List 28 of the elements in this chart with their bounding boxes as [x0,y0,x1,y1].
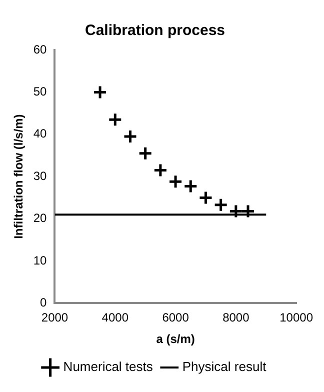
chart-title: Calibration process [84,22,226,40]
x-tick-label: 4000 [102,310,129,325]
x-tick-label: 6000 [162,310,190,325]
x-axis-title: a (s/m) [156,332,195,346]
point [153,163,168,178]
point [122,129,138,144]
point [108,112,122,127]
point [214,198,228,212]
y-tick-label: 60 [33,42,48,56]
point [138,146,153,161]
point [198,190,213,205]
x-tick-label: 8000 [222,310,250,325]
y-tick-label: 30 [33,168,48,183]
y-tick-label: 40 [33,126,48,141]
x-tick-label: 10000 [280,310,314,325]
y-tick-label: 10 [33,253,48,268]
point [228,204,244,218]
y-tick-label: 0 [40,296,48,310]
legend-label: Numerical tests [63,359,154,374]
y-tick-label: 50 [33,84,48,99]
y-axis-title: Infiltration flow (l/s/m) [12,114,26,239]
point [240,204,256,218]
point [168,174,183,189]
legend-label: Physical result [182,359,267,374]
point [183,179,198,194]
x-tick-label: 2000 [41,310,68,325]
point [92,84,108,100]
y-tick-label: 20 [33,211,48,226]
